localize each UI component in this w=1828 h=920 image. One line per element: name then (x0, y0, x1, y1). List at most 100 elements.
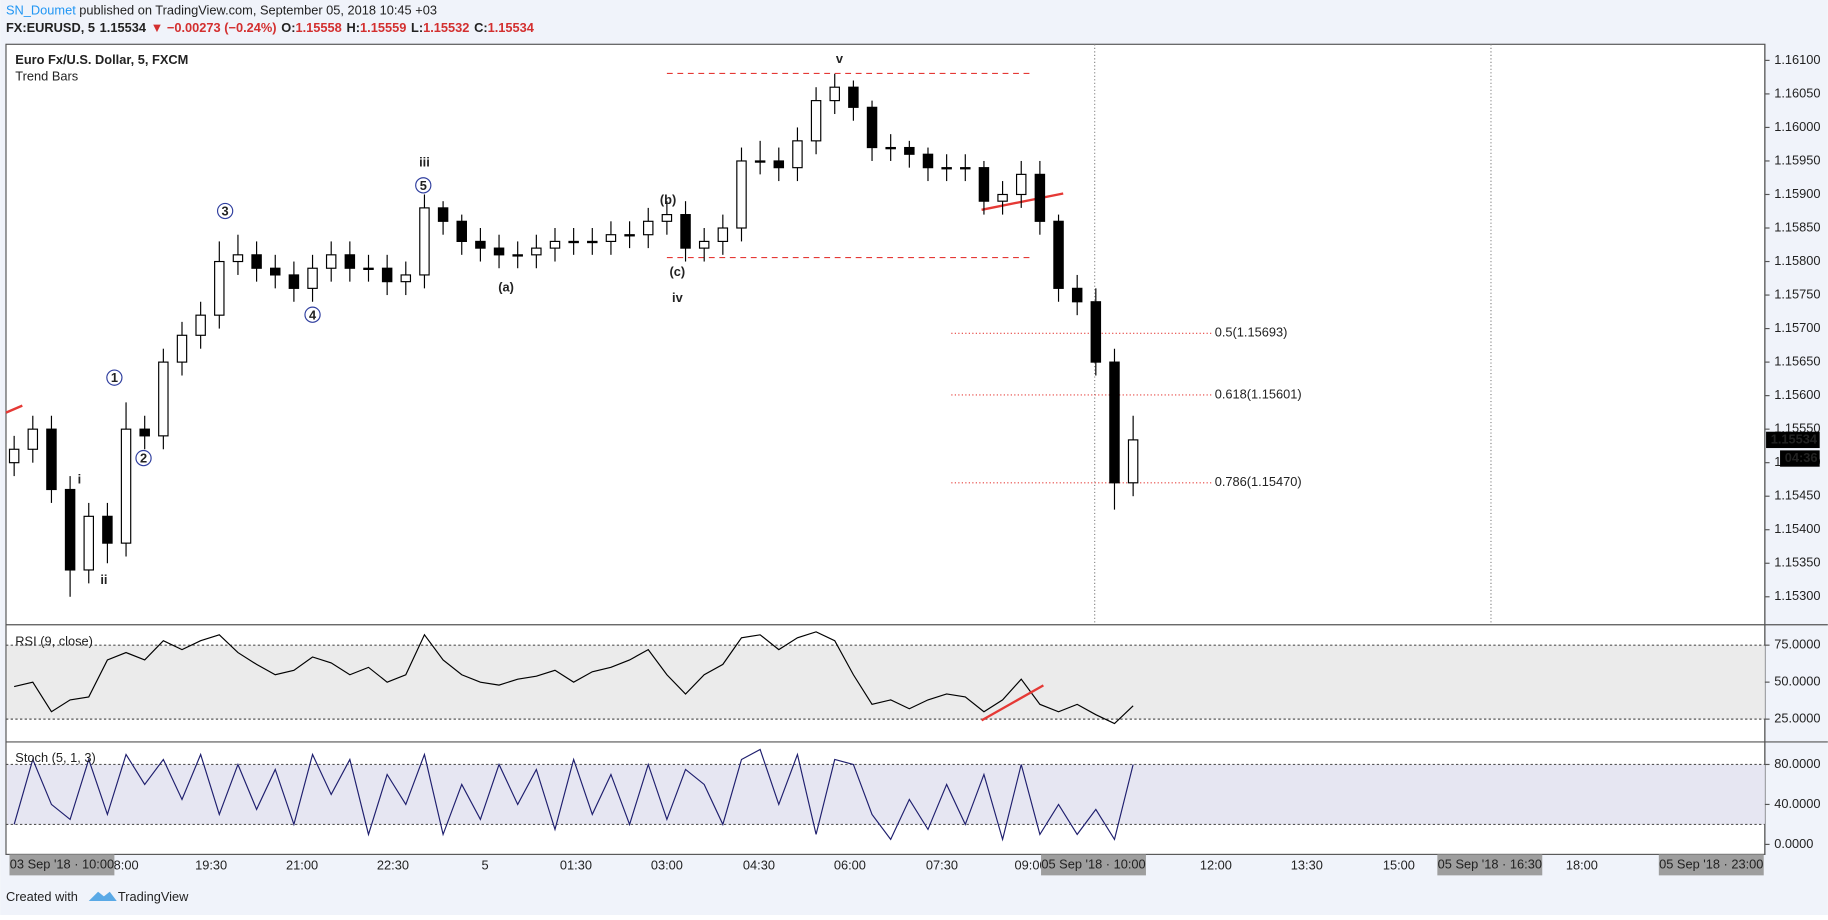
candle-body (941, 167, 952, 170)
candle-body (158, 361, 169, 437)
candle-body (363, 267, 374, 270)
candle-body (27, 428, 39, 450)
candle-body (661, 214, 673, 222)
time-highlight: 03 Sep '18 · 10:00 (10, 856, 114, 871)
wave-circle (106, 369, 123, 386)
candle-body (270, 267, 281, 276)
candle-body (624, 234, 635, 237)
wave-label: (a) (498, 279, 514, 294)
x-tick-label: 09:00 (1015, 857, 1047, 872)
candle-body (848, 86, 859, 108)
candle-body (736, 160, 747, 229)
candle-body (680, 214, 691, 249)
wave-label: iv (672, 290, 684, 305)
wave-circle (304, 306, 321, 323)
x-tick-label: 06:00 (834, 857, 866, 872)
y-tick-label: 1.16050 (1774, 85, 1820, 100)
ohlc-label: C: (474, 21, 488, 36)
last: 1.15534 (100, 21, 147, 36)
candle-body (922, 153, 934, 169)
candle-body (214, 260, 225, 316)
candle-body (232, 254, 244, 263)
y-tick-label: 50.0000 (1774, 674, 1820, 689)
wave-label: (b) (660, 192, 676, 207)
wave-circle (135, 449, 152, 467)
symbol: FX:EURUSD, 5 (6, 21, 95, 36)
logo (88, 891, 117, 902)
author[interactable]: SN_Doumet (6, 3, 76, 18)
candle-body (288, 274, 300, 289)
x-tick-label: 04:30 (743, 857, 775, 872)
time-highlight: 05 Sep '18 · 10:00 (1041, 856, 1145, 871)
candle-body (792, 140, 803, 169)
y-tick-label: 1.15650 (1774, 353, 1820, 368)
fib-label: 0.786(1.15470) (1215, 474, 1302, 489)
x-tick-label: 15:00 (1383, 857, 1415, 872)
price-box (1766, 431, 1820, 449)
x-tick-label: 13:30 (1291, 857, 1323, 872)
trend-line (981, 684, 1044, 722)
ohlc-value: 1.15532 (423, 21, 469, 36)
candle-body (549, 240, 561, 249)
y-tick-label: 1.15400 (1774, 521, 1820, 536)
candle-body (1053, 220, 1064, 289)
countdown: 04:36 (1785, 450, 1818, 465)
candle-body (83, 515, 94, 571)
time-highlight: 05 Sep '18 · 23:00 (1659, 856, 1763, 871)
candle-body (46, 428, 57, 491)
candle-body (1015, 173, 1027, 196)
y-tick-label: 1.15600 (1774, 387, 1820, 402)
candle-body (437, 207, 449, 222)
y-tick-label: 40.0000 (1774, 796, 1820, 811)
x-tick-label: 19:30 (195, 857, 227, 872)
candle-body (960, 167, 971, 170)
y-tick-label: 1.15350 (1774, 555, 1820, 570)
pane-title: RSI (9, close) (15, 634, 93, 649)
footer-brand[interactable]: TradingView (118, 889, 189, 904)
candle-body (1071, 287, 1083, 303)
y-tick-label: 25.0000 (1774, 711, 1820, 726)
indicator-line (14, 631, 1134, 725)
ohlc-value: 1.15559 (360, 21, 406, 36)
x-tick-label: 21:00 (286, 857, 318, 872)
y-tick-label: 1.15850 (1774, 219, 1820, 234)
header-line: SN_Doumet published on TradingView.com, S… (6, 3, 437, 18)
ohlc-label: L: (411, 21, 423, 36)
candle-body (493, 247, 505, 256)
y-tick-label: 1.16000 (1774, 119, 1820, 134)
candle-body (698, 240, 710, 249)
wave-label: ii (100, 572, 107, 587)
candle-body (176, 334, 188, 363)
candle-body (829, 86, 840, 102)
y-tick-label: 80.0000 (1774, 756, 1820, 771)
price-label: 1.15534 (1771, 431, 1818, 446)
candle-body (587, 240, 598, 244)
ohlc-label: H: (346, 21, 360, 36)
time-box (1437, 854, 1543, 876)
pane-title: Stoch (5, 1, 3) (15, 750, 95, 765)
candle-body (120, 428, 132, 544)
x-tick-label: 5 (481, 857, 488, 872)
candle-body (400, 274, 412, 283)
candle-body (978, 167, 990, 202)
published: published on TradingView.com, September … (79, 3, 437, 18)
y-tick-label: 1.15900 (1774, 186, 1820, 201)
y-tick-label: 1.15750 (1774, 286, 1820, 301)
change: ▼ −0.00273 (−0.24%) (151, 21, 277, 36)
candle-body (810, 100, 822, 142)
wave-label: 2 (140, 451, 147, 466)
candle-body (773, 160, 785, 169)
y-tick-label: 1.15700 (1774, 320, 1820, 335)
candle-body (605, 234, 617, 243)
candle-body (754, 160, 766, 163)
candle-body (419, 207, 430, 276)
fib-label: 0.5(1.15693) (1215, 325, 1288, 340)
candle-body (251, 254, 262, 269)
wave-label: v (836, 51, 844, 66)
candle-body (102, 515, 113, 544)
time-box (9, 854, 115, 876)
wave-label: (c) (670, 264, 686, 279)
y-tick-label: 75.0000 (1774, 637, 1820, 652)
candle-body (8, 448, 20, 464)
